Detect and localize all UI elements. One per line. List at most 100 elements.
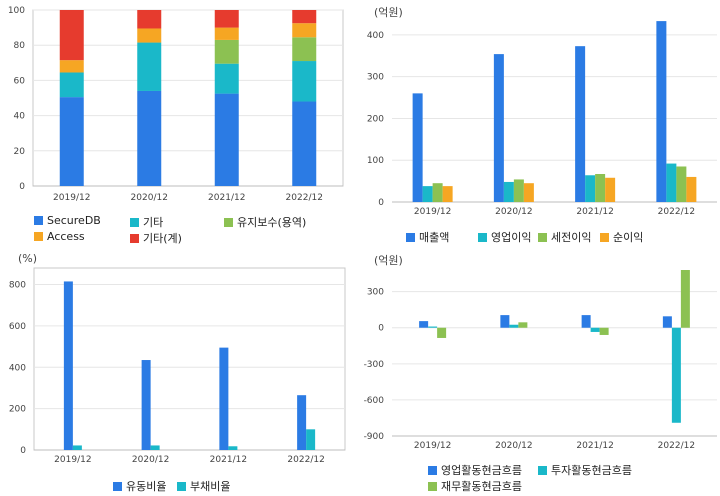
bar-세전이익-2021-12 (595, 174, 606, 202)
legend-label: Access (47, 230, 85, 243)
x-tick-label: 2021/12 (210, 455, 247, 465)
bar-영업활동현금흐름-2020-12 (500, 315, 510, 328)
bar-재무활동현금흐름-2020-12 (518, 322, 528, 328)
bar-access-2022-12 (292, 23, 317, 38)
bar-기타-계-2020-12 (137, 10, 162, 29)
legend-item-기타-계: 기타(계) (130, 230, 182, 246)
x-tick-label: 2020/12 (495, 441, 532, 451)
ratio-plot: 0 200 400 600 800 2019/12 2020/12 2021/12 2022/1… (9, 267, 346, 465)
legend-item-영업활동현금흐름: 영업활동현금흐름 (428, 462, 522, 478)
legend-label: 영업활동현금흐름 (441, 464, 522, 477)
y-tick-label: 600 (9, 322, 26, 332)
legend-label: 유동비율 (126, 480, 167, 493)
bar-유지보수-용역-2021-12 (214, 39, 239, 64)
x-tick-label: 2020/12 (495, 207, 532, 217)
bar-access-2021-12 (214, 27, 239, 40)
bar-영업이익-2020-12 (503, 181, 514, 202)
y-tick-label: -900 (364, 432, 385, 442)
legend-swatch (177, 482, 186, 491)
legend-item-유동비율: 유동비율 (113, 478, 166, 494)
bar-투자활동현금흐름-2021-12 (590, 327, 600, 332)
y-tick-label: 0 (20, 446, 26, 456)
bar-투자활동현금흐름-2022-12 (671, 327, 681, 423)
bar-기타-2019-12 (59, 72, 84, 98)
legend-swatch (34, 216, 43, 225)
revenue-profit-legend: 매출액 영업이익 세전이익 순이익 (360, 226, 720, 246)
x-tick-label: 2021/12 (576, 207, 613, 217)
x-tick-label: 2019/12 (414, 207, 451, 217)
legend-swatch (428, 466, 437, 475)
bar-securedb-2019-12 (59, 97, 84, 186)
bar-유동비율-2022-12 (297, 395, 307, 450)
cash-flow-chart: (억원) -900 -600 -300 0 300 2019/12 2020/12 2021/… (360, 248, 720, 496)
cash-flow-unit-label: (억원) (374, 254, 403, 267)
legend-label: 기타 (143, 216, 164, 229)
legend-swatch (428, 482, 437, 491)
y-tick-label: 200 (9, 405, 26, 415)
y-tick-label: 300 (367, 73, 384, 83)
legend-label: 유지보수(용역) (237, 216, 307, 229)
sales-composition-plot: 0 20 40 60 80 100 2019/12 2020/12 2021/12 2022/12 (8, 6, 344, 203)
x-tick-label: 2022/12 (658, 441, 695, 451)
legend-label: SecureDB (47, 214, 101, 227)
legend-item-순이익: 순이익 (600, 229, 643, 245)
bar-부채비율-2022-12 (306, 429, 316, 450)
sales-composition-legend: SecureDB 기타 유지보수(용역) Access 기타(계) (0, 212, 360, 248)
legend-label: 매출액 (419, 231, 450, 244)
x-tick-label: 2020/12 (132, 455, 169, 465)
legend-label: 투자활동현금흐름 (551, 464, 632, 477)
y-tick-label: 0 (378, 324, 384, 334)
legend-item-세전이익: 세전이익 (538, 229, 591, 245)
legend-item-기타: 기타 (130, 214, 163, 230)
x-tick-label: 2022/12 (287, 455, 324, 465)
legend-swatch (406, 233, 415, 242)
bar-매출액-2021-12 (575, 46, 586, 203)
y-tick-label: -600 (364, 396, 385, 406)
bar-세전이익-2020-12 (513, 179, 524, 202)
y-tick-label: -300 (364, 360, 385, 370)
bar-기타-2022-12 (292, 61, 317, 102)
legend-swatch (600, 233, 609, 242)
revenue-unit-label: (억원) (374, 6, 403, 19)
y-tick-label: 300 (367, 288, 384, 298)
bar-유동비율-2020-12 (141, 360, 151, 450)
bar-순이익-2019-12 (442, 186, 453, 202)
y-tick-label: 60 (14, 76, 26, 86)
bar-재무활동현금흐름-2019-12 (437, 327, 447, 338)
bar-securedb-2022-12 (292, 101, 317, 186)
bar-유동비율-2019-12 (63, 281, 73, 450)
bar-access-2019-12 (59, 60, 84, 73)
legend-swatch (538, 233, 547, 242)
bar-재무활동현금흐름-2021-12 (599, 327, 609, 335)
y-tick-label: 100 (367, 156, 384, 166)
legend-item-영업이익: 영업이익 (478, 229, 531, 245)
bar-기타-계-2021-12 (214, 10, 239, 28)
bar-기타-2020-12 (137, 42, 162, 91)
legend-label: 순이익 (613, 231, 644, 244)
x-tick-label: 2022/12 (658, 207, 695, 217)
bar-순이익-2021-12 (605, 177, 616, 202)
bar-영업이익-2019-12 (422, 186, 433, 202)
y-tick-label: 200 (367, 114, 384, 124)
legend-item-투자활동현금흐름: 투자활동현금흐름 (538, 462, 632, 478)
y-tick-label: 400 (367, 31, 384, 41)
bar-재무활동현금흐름-2022-12 (680, 270, 690, 328)
x-tick-label: 2021/12 (576, 441, 613, 451)
legend-label: 세전이익 (551, 231, 592, 244)
y-tick-label: 0 (19, 182, 25, 192)
bar-매출액-2019-12 (412, 93, 423, 202)
ratio-chart: (%) 0 200 400 600 800 2019/12 2020/12 2021/12 20… (0, 248, 360, 496)
bar-순이익-2022-12 (686, 176, 697, 202)
bar-기타-계-2022-12 (292, 10, 317, 24)
y-tick-label: 40 (14, 112, 26, 122)
legend-swatch (130, 234, 139, 243)
ratio-legend: 유동비율 부채비율 (0, 476, 360, 494)
bar-유지보수-용역-2022-12 (292, 37, 317, 62)
legend-item-재무활동현금흐름: 재무활동현금흐름 (428, 478, 522, 494)
bar-투자활동현금흐름-2020-12 (509, 324, 519, 328)
bar-세전이익-2022-12 (676, 166, 687, 202)
revenue-profit-chart: (억원) 0 100 200 300 400 2019/12 2020/12 2021/12 2… (360, 0, 720, 248)
legend-label: 영업이익 (491, 231, 532, 244)
bar-유동비율-2021-12 (219, 347, 229, 450)
